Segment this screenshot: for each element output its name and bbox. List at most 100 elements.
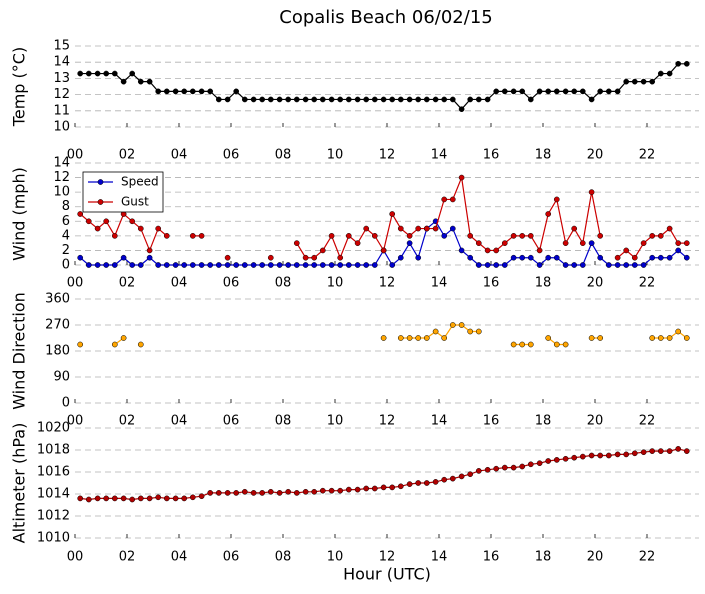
data-point <box>527 341 534 348</box>
x-tick-label: 06 <box>223 414 240 429</box>
series-line <box>80 63 687 111</box>
data-point <box>614 254 621 261</box>
data-point <box>120 78 127 85</box>
data-point <box>181 262 188 268</box>
data-point <box>510 341 517 348</box>
data-point <box>484 96 491 103</box>
x-tick-label: 06 <box>223 276 240 291</box>
data-point <box>441 233 448 239</box>
data-point <box>553 196 560 203</box>
data-point <box>354 486 361 493</box>
data-point <box>129 262 136 268</box>
x-tick-label: 06 <box>223 550 240 565</box>
data-point <box>562 455 569 462</box>
x-tick-label: 18 <box>535 148 552 163</box>
x-tick-label: 10 <box>327 276 344 291</box>
data-point <box>293 96 300 103</box>
data-point <box>311 96 318 103</box>
x-tick-label: 20 <box>587 148 604 163</box>
y-tick-label: 4 <box>62 228 70 243</box>
data-point <box>189 494 196 501</box>
data-point <box>467 328 474 335</box>
data-point <box>345 96 352 103</box>
data-point <box>337 262 344 268</box>
y-tick-label: 1020 <box>37 421 70 436</box>
data-point <box>207 88 214 95</box>
data-point <box>536 262 543 268</box>
x-tick-label: 00 <box>67 276 84 291</box>
data-point <box>77 211 84 217</box>
data-point <box>675 60 682 67</box>
data-point <box>389 484 396 491</box>
data-point <box>129 70 136 77</box>
data-point <box>94 262 101 268</box>
data-point <box>657 335 664 341</box>
data-point <box>302 262 309 268</box>
data-point <box>467 96 474 103</box>
data-point <box>475 240 482 246</box>
data-point <box>449 225 456 232</box>
data-point <box>441 96 448 103</box>
y-tick-label: 1016 <box>37 465 70 480</box>
data-point <box>527 96 534 103</box>
data-point <box>666 335 673 341</box>
data-point <box>319 262 326 268</box>
data-point <box>363 485 370 492</box>
data-point <box>345 486 352 493</box>
data-point <box>224 254 231 261</box>
data-point <box>155 88 162 95</box>
data-point <box>380 96 387 103</box>
data-point <box>519 463 526 470</box>
x-tick-label: 12 <box>379 148 396 163</box>
data-point <box>380 247 387 254</box>
data-point <box>293 262 300 268</box>
data-point <box>484 262 491 268</box>
data-point <box>233 262 240 268</box>
x-tick-label: 10 <box>327 148 344 163</box>
y-tick-label: 360 <box>45 292 70 307</box>
data-point <box>467 471 474 478</box>
x-tick-label: 12 <box>379 414 396 429</box>
x-tick-label: 22 <box>639 414 656 429</box>
data-point <box>675 328 682 335</box>
data-point <box>588 189 595 195</box>
data-point <box>683 448 690 454</box>
data-point <box>172 495 179 502</box>
data-point <box>657 254 664 261</box>
data-point <box>579 453 586 460</box>
data-point <box>120 335 127 341</box>
data-point <box>597 233 604 239</box>
data-point <box>172 262 179 268</box>
y-tick-label: 12 <box>53 170 70 185</box>
data-point <box>449 475 456 482</box>
data-point <box>519 254 526 261</box>
y-tick-label: 14 <box>53 156 70 171</box>
y-tick-label: 90 <box>53 370 70 385</box>
x-tick-label: 10 <box>327 550 344 565</box>
data-point <box>302 488 309 495</box>
y-tick-label: 15 <box>53 39 70 54</box>
data-point <box>519 88 526 95</box>
data-point <box>77 495 84 502</box>
data-point <box>631 254 638 261</box>
data-point <box>198 233 205 239</box>
data-point <box>501 88 508 95</box>
data-point <box>545 458 552 464</box>
data-point <box>233 490 240 496</box>
data-point <box>545 335 552 341</box>
data-point <box>683 254 690 261</box>
data-point <box>623 451 630 458</box>
x-tick-label: 08 <box>275 148 292 163</box>
data-point <box>597 88 604 95</box>
data-point <box>189 233 196 239</box>
data-point <box>397 335 404 341</box>
data-point <box>579 262 586 268</box>
data-point <box>423 96 430 103</box>
data-point <box>111 495 118 502</box>
series-line <box>79 220 688 266</box>
data-point <box>85 262 92 268</box>
data-point <box>475 328 482 335</box>
data-point <box>441 196 448 203</box>
data-point <box>614 262 621 268</box>
data-point <box>163 88 170 95</box>
